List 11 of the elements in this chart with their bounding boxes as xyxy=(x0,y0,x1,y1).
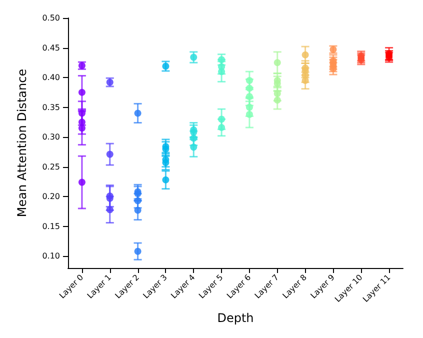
y-tick-label: 0.25 xyxy=(42,162,60,172)
y-tick-label: 0.45 xyxy=(42,43,60,52)
y-tick-label: 0.20 xyxy=(42,192,60,202)
y-tick-label: 0.15 xyxy=(42,222,60,231)
x-axis-title: Depth xyxy=(217,311,254,325)
y-tick-label: 0.10 xyxy=(42,252,60,261)
y-tick-label: 0.40 xyxy=(42,73,60,82)
y-axis-title: Mean Attention Distance xyxy=(15,68,29,218)
y-tick-label: 0.35 xyxy=(42,102,60,112)
y-tick-label: 0.30 xyxy=(42,132,60,142)
y-tick-label: 0.50 xyxy=(42,14,60,22)
